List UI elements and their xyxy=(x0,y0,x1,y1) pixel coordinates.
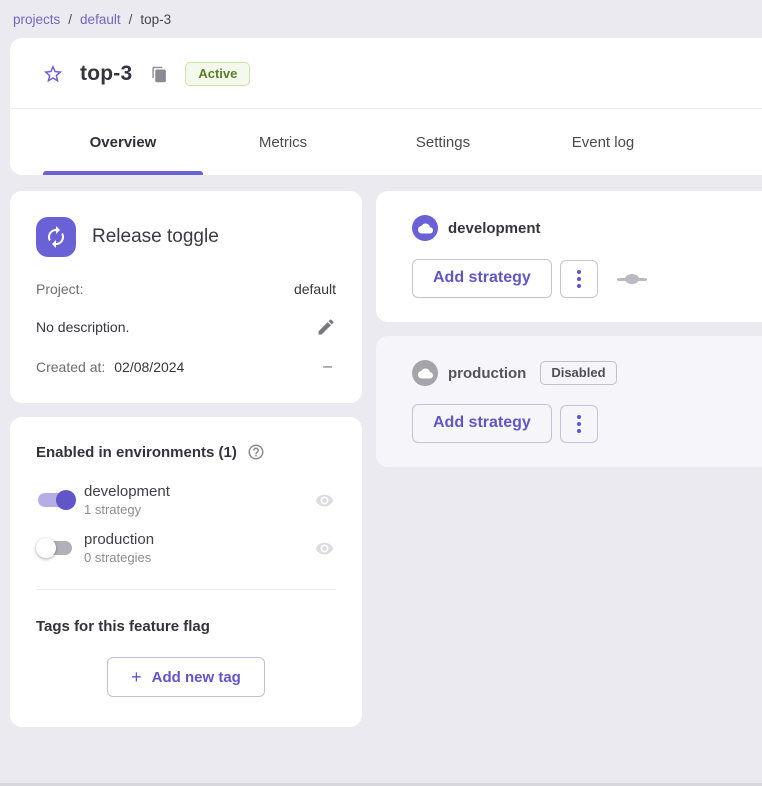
project-row: Project: default xyxy=(36,281,336,297)
active-tab-indicator xyxy=(43,171,203,175)
project-value[interactable]: default xyxy=(293,281,336,297)
add-new-tag-label: Add new tag xyxy=(151,668,241,686)
add-strategy-button[interactable]: Add strategy xyxy=(412,259,552,298)
plus-icon: + xyxy=(131,667,142,687)
environment-strategy-count: 1 strategy xyxy=(84,502,142,517)
left-column: Release toggle Project: default No descr… xyxy=(10,191,362,727)
tab-overview[interactable]: Overview xyxy=(89,133,157,151)
more-actions-kebab-button[interactable] xyxy=(559,259,598,298)
add-strategy-button[interactable]: Add strategy xyxy=(412,404,552,443)
tab-event-log[interactable]: Event log xyxy=(571,133,635,151)
description-text: No description. xyxy=(36,319,130,335)
environments-card-title: Enabled in environments (1) xyxy=(36,443,237,461)
tab-settings[interactable]: Settings xyxy=(415,133,471,151)
visibility-eye-icon[interactable] xyxy=(315,539,334,558)
environment-name: production xyxy=(84,531,155,548)
production-cloud-icon xyxy=(412,360,438,386)
breadcrumb: projects / default / top-3 xyxy=(0,0,762,32)
collapse-dash-icon[interactable]: – xyxy=(323,358,332,375)
created-row: Created at: 02/08/2024 – xyxy=(36,358,336,376)
right-column: development Add strategy production Disa… xyxy=(376,191,762,467)
development-toggle[interactable] xyxy=(36,488,76,512)
created-label: Created at: xyxy=(36,359,106,375)
environment-panel-name: development xyxy=(448,219,541,237)
flag-type-label: Release toggle xyxy=(92,226,219,247)
strategy-connector-icon xyxy=(616,273,647,285)
visibility-eye-icon[interactable] xyxy=(315,491,334,510)
development-cloud-icon xyxy=(412,215,438,241)
breadcrumb-link-default[interactable]: default xyxy=(80,11,121,27)
environment-strategy-count: 0 strategies xyxy=(84,550,152,565)
tags-section: Tags for this feature flag + Add new tag xyxy=(10,594,362,727)
flag-header-card: top-3 Active Overview Metrics Settings E… xyxy=(10,38,762,175)
flag-header-row: top-3 Active xyxy=(10,38,762,109)
environment-name: development xyxy=(84,483,170,500)
help-icon[interactable] xyxy=(247,443,265,461)
breadcrumb-separator: / xyxy=(128,11,133,27)
card-divider xyxy=(36,589,336,590)
breadcrumb-separator: / xyxy=(68,11,73,27)
environment-panel-name: production xyxy=(448,364,527,382)
environments-card: Enabled in environments (1) development … xyxy=(10,417,362,727)
development-strategy-panel: development Add strategy xyxy=(376,191,762,322)
environment-row-production: production 0 strategies xyxy=(36,531,336,565)
more-actions-kebab-button[interactable] xyxy=(559,404,598,443)
created-value: 02/08/2024 xyxy=(114,359,185,375)
project-label: Project: xyxy=(36,281,84,297)
tab-bar: Overview Metrics Settings Event log xyxy=(10,109,762,175)
window-bottom-edge xyxy=(0,783,762,786)
status-badge: Active xyxy=(185,62,251,86)
favorite-star-icon[interactable] xyxy=(42,63,64,85)
breadcrumb-current: top-3 xyxy=(140,11,172,27)
production-strategy-panel: production Disabled Add strategy xyxy=(376,336,762,467)
copy-icon[interactable] xyxy=(151,66,168,83)
description-row: No description. xyxy=(36,317,336,337)
tab-metrics[interactable]: Metrics xyxy=(258,133,308,151)
page-title: top-3 xyxy=(80,62,133,85)
flag-type-card: Release toggle Project: default No descr… xyxy=(10,191,362,403)
add-new-tag-button[interactable]: + Add new tag xyxy=(107,657,265,697)
release-toggle-icon xyxy=(36,217,76,257)
production-toggle[interactable] xyxy=(36,536,76,560)
edit-pencil-icon[interactable] xyxy=(316,317,336,337)
environment-row-development: development 1 strategy xyxy=(36,483,336,517)
main-content: Release toggle Project: default No descr… xyxy=(10,191,762,727)
tags-section-title: Tags for this feature flag xyxy=(36,618,210,635)
breadcrumb-link-projects[interactable]: projects xyxy=(13,11,61,27)
disabled-badge: Disabled xyxy=(540,361,617,385)
